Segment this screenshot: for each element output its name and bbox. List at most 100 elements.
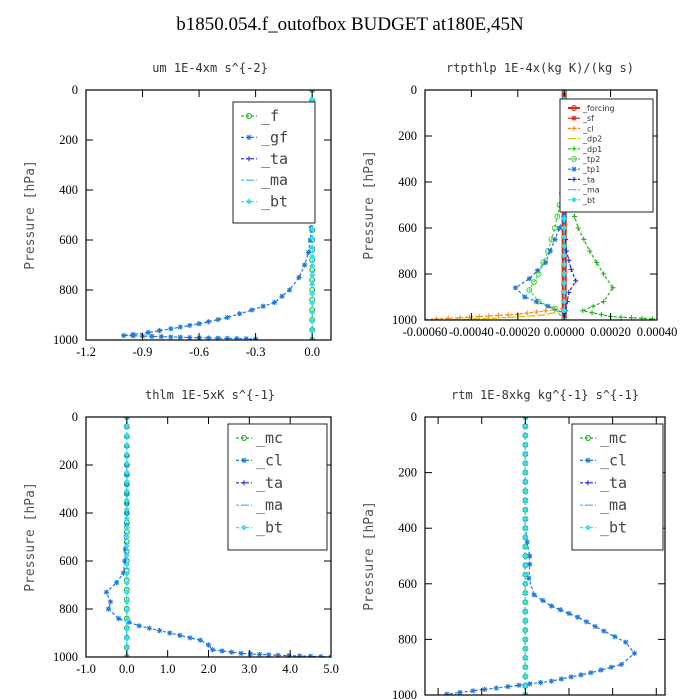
legend-entry: _bt <box>582 196 595 205</box>
legend-entry: _cl <box>256 451 283 469</box>
data-point <box>309 327 316 334</box>
y-tick-label: 0 <box>411 410 417 424</box>
legend-entry: _ta <box>256 474 283 492</box>
data-point <box>126 619 132 625</box>
data-point <box>533 309 539 315</box>
data-point <box>547 248 553 254</box>
data-point <box>238 650 244 656</box>
data-point <box>554 213 561 220</box>
x-tick-label: -0.00020 <box>495 325 540 339</box>
data-point <box>581 236 587 243</box>
data-point <box>583 619 590 625</box>
data-point <box>590 303 596 309</box>
legend-marker <box>246 198 252 205</box>
y-axis-label: Pressure [hPa] <box>23 482 38 592</box>
data-point <box>297 653 303 657</box>
data-point <box>114 580 120 586</box>
legend-marker <box>246 113 252 119</box>
chart-panel-2: rtpthlp 1E-4x(kg K)/(kg s) 0 200 400 600 800 1… <box>362 61 677 339</box>
plot-frame <box>424 89 658 321</box>
y-axis-label: Pressure [hPa] <box>362 501 377 611</box>
data-point <box>167 630 173 636</box>
legend-entry: _bt <box>256 519 283 537</box>
legend-entry: _ma <box>261 171 288 189</box>
legend-marker <box>241 480 247 486</box>
y-tick-label: 200 <box>398 466 417 480</box>
data-point <box>618 314 624 320</box>
data-point <box>552 236 558 243</box>
panel-title: thlm 1E-5xK s^{-1} <box>145 388 275 402</box>
data-point <box>120 570 127 576</box>
figure-title: b1850.054.f_outofbox BUDGET at180E,45N <box>176 14 524 35</box>
data-point <box>249 307 255 313</box>
data-point <box>623 639 629 645</box>
data-point <box>187 322 193 329</box>
data-point <box>610 285 616 291</box>
legend-marker <box>241 435 247 441</box>
data-point <box>177 632 183 638</box>
data-point <box>302 262 308 268</box>
data-point <box>286 653 292 657</box>
y-axis-label: Pressure [hPa] <box>362 150 377 260</box>
data-point <box>224 314 230 321</box>
data-point <box>123 534 130 540</box>
legend-entry: _cl <box>600 451 627 469</box>
legend-entry: _cl <box>582 124 594 133</box>
data-point <box>534 267 541 274</box>
data-point <box>486 313 492 319</box>
data-point <box>205 319 212 325</box>
data-point <box>561 243 568 250</box>
data-point <box>279 293 285 299</box>
data-point <box>531 279 537 285</box>
data-point <box>522 441 529 448</box>
data-point <box>522 645 529 652</box>
data-point <box>224 335 230 340</box>
legend-marker <box>571 115 577 121</box>
data-point <box>561 234 568 241</box>
data-point <box>649 316 655 320</box>
data-point <box>522 469 529 476</box>
x-tick-label: -0.9 <box>133 345 153 359</box>
data-point <box>631 650 638 656</box>
data-point <box>123 515 130 522</box>
data-point <box>526 575 532 581</box>
data-point <box>123 487 130 494</box>
data-point <box>589 310 595 316</box>
data-point <box>482 686 488 693</box>
y-tick-label: 1000 <box>392 313 417 327</box>
data-point <box>526 276 532 282</box>
data-point <box>177 334 183 340</box>
data-point <box>444 691 450 695</box>
data-point <box>522 478 529 485</box>
data-point <box>177 324 183 330</box>
data-point <box>522 423 529 430</box>
legend-marker <box>571 196 577 203</box>
data-point <box>558 676 564 682</box>
x-tick-label: -0.3 <box>246 345 266 359</box>
data-point <box>168 326 174 332</box>
legend-entry: _dp2 <box>582 135 602 144</box>
x-tick-label: 0.0 <box>119 662 135 676</box>
x-tick-label: -0.00060 <box>403 325 448 339</box>
data-point <box>561 252 568 259</box>
panel-title: rtm 1E-8xkg kg^{-1} s^{-1} <box>451 388 639 402</box>
data-point <box>545 303 551 309</box>
data-point <box>572 213 578 220</box>
legend-entry: _forcing <box>582 104 615 113</box>
legend-entry: _gf <box>261 128 288 146</box>
data-point <box>243 336 249 340</box>
data-point <box>121 332 127 339</box>
data-point <box>123 506 130 513</box>
x-tick-label: 4.0 <box>282 662 298 676</box>
series-line-cl <box>425 90 565 320</box>
data-point <box>470 688 476 694</box>
data-point <box>618 661 624 668</box>
data-point <box>260 303 266 309</box>
legend-marker <box>571 125 577 131</box>
legend-entry: _ta <box>600 474 627 492</box>
data-point <box>123 441 130 448</box>
data-point <box>123 450 130 457</box>
legend-marker <box>571 146 577 152</box>
data-point <box>522 488 529 495</box>
